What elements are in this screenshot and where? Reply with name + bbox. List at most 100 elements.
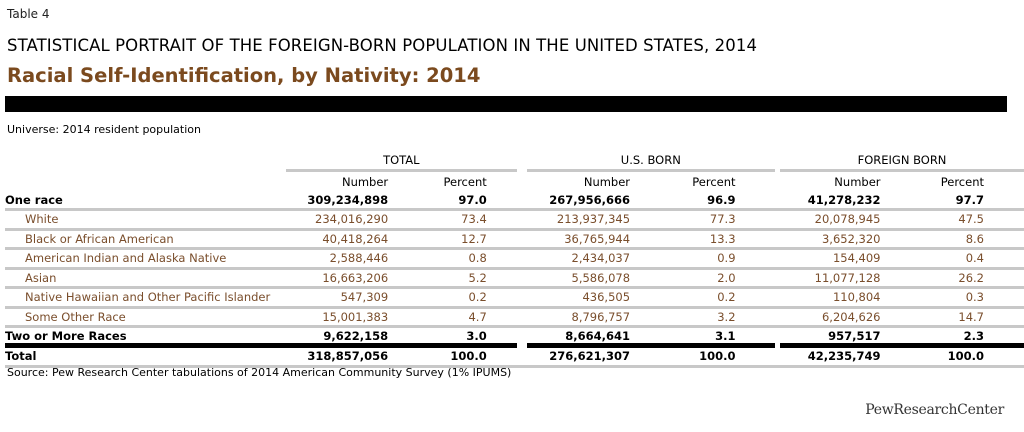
number-cell: 318,857,056 — [285, 345, 397, 368]
number-cell: 8,796,757 — [527, 307, 639, 328]
column-gap — [516, 268, 528, 289]
number-cell: 15,001,383 — [285, 307, 397, 328]
row-label: Black or African American — [5, 229, 286, 250]
col-header-number: Number — [341, 174, 389, 189]
col-header-number: Number — [834, 174, 881, 189]
group-header-foreign-born: FOREIGN BORN — [780, 151, 1024, 172]
percent-cell: 12.7 — [396, 229, 517, 250]
percent-cell: 0.9 — [638, 248, 775, 270]
percent-cell: 3.2 — [638, 307, 775, 328]
col-header-percent: Percent — [692, 174, 736, 189]
percent-cell: 0.8 — [396, 248, 517, 270]
column-gap — [774, 287, 781, 309]
table-row: One race 309,234,898 97.0 267,956,666 96.9 41… — [5, 191, 1024, 211]
row-label: Two or More Races — [5, 326, 286, 348]
column-gap — [516, 209, 528, 231]
group-header-us-born: U.S. BORN — [527, 151, 775, 172]
number-cell: 436,505 — [527, 287, 639, 309]
number-cell: 234,016,290 — [285, 209, 397, 231]
number-cell: 20,078,945 — [780, 209, 889, 231]
number-cell: 5,586,078 — [527, 268, 639, 289]
table-row: Some Other Race 15,001,383 4.7 8,796,757 3.2… — [5, 307, 1024, 328]
column-gap — [516, 287, 528, 309]
number-cell: 957,517 — [780, 326, 889, 348]
number-cell: 267,956,666 — [527, 191, 639, 211]
percent-cell: 96.9 — [638, 191, 775, 211]
number-cell: 276,621,307 — [527, 345, 639, 368]
percent-cell: 2.3 — [888, 326, 1024, 348]
percent-cell: 77.3 — [638, 209, 775, 231]
number-cell: 110,804 — [780, 287, 889, 309]
number-cell: 8,664,641 — [527, 326, 639, 348]
percent-cell: 0.2 — [638, 287, 775, 309]
table-row: Total 318,857,056 100.0 276,621,307 100.0 42,… — [5, 345, 1024, 368]
number-cell: 6,204,626 — [780, 307, 889, 328]
row-label: Some Other Race — [5, 307, 286, 328]
number-cell: 213,937,345 — [527, 209, 639, 231]
percent-cell: 0.3 — [888, 287, 1024, 309]
table-row: White 234,016,290 73.4 213,937,345 77.3 20,07… — [5, 209, 1024, 231]
column-gap — [774, 209, 781, 231]
percent-cell: 73.4 — [396, 209, 517, 231]
col-header-percent: Percent — [443, 174, 487, 189]
number-cell: 309,234,898 — [285, 191, 397, 211]
group-header-row: TOTAL U.S. BORN FOREIGN BORN — [5, 151, 1024, 172]
number-cell: 42,235,749 — [780, 345, 889, 368]
column-gap — [516, 307, 528, 328]
number-cell: 154,409 — [780, 248, 889, 270]
table-number: Table 4 — [7, 7, 50, 21]
table-row: Two or More Races 9,622,158 3.0 8,664,641 3.… — [5, 326, 1024, 348]
column-gap — [516, 326, 528, 348]
number-cell: 2,434,037 — [527, 248, 639, 270]
row-label: American Indian and Alaska Native — [5, 248, 286, 270]
column-gap — [516, 248, 528, 270]
column-gap — [774, 268, 781, 289]
percent-cell: 100.0 — [396, 345, 517, 368]
percent-cell: 26.2 — [888, 268, 1024, 289]
row-label: One race — [5, 191, 286, 211]
percent-cell: 100.0 — [638, 345, 775, 368]
pew-research-center-logo: PewResearchCenter — [865, 402, 1004, 418]
number-cell: 36,765,944 — [527, 229, 639, 250]
column-gap — [774, 307, 781, 328]
page-title: STATISTICAL PORTRAIT OF THE FOREIGN-BORN… — [7, 36, 758, 55]
number-cell: 40,418,264 — [285, 229, 397, 250]
table-subtitle: Racial Self-Identification, by Nativity:… — [7, 64, 481, 87]
row-label: White — [5, 209, 286, 231]
percent-cell: 14.7 — [888, 307, 1024, 328]
percent-cell: 4.7 — [396, 307, 517, 328]
column-gap — [774, 191, 781, 211]
number-cell: 547,309 — [285, 287, 397, 309]
col-header-number: Number — [583, 174, 631, 189]
row-label: Asian — [5, 268, 286, 289]
percent-cell: 3.1 — [638, 326, 775, 348]
title-bar-divider — [5, 96, 1007, 112]
column-gap — [774, 326, 781, 348]
percent-cell: 97.0 — [396, 191, 517, 211]
column-gap — [516, 229, 528, 250]
table-row: Native Hawaiian and Other Pacific Island… — [5, 287, 1024, 309]
percent-cell: 97.7 — [888, 191, 1024, 211]
percent-cell: 13.3 — [638, 229, 775, 250]
percent-cell: 0.2 — [396, 287, 517, 309]
percent-cell: 100.0 — [888, 345, 1024, 368]
row-label: Native Hawaiian and Other Pacific Island… — [5, 287, 286, 309]
number-cell: 41,278,232 — [780, 191, 889, 211]
universe-note: Universe: 2014 resident population — [7, 123, 201, 136]
number-cell: 2,588,446 — [285, 248, 397, 270]
table-row: American Indian and Alaska Native 2,588,4… — [5, 248, 1024, 270]
column-gap — [774, 345, 781, 368]
percent-cell: 0.4 — [888, 248, 1024, 270]
column-gap — [516, 345, 528, 368]
source-note: Source: Pew Research Center tabulations … — [7, 366, 512, 379]
data-table: TOTAL U.S. BORN FOREIGN BORN Number Perc… — [5, 151, 1024, 368]
column-gap — [516, 191, 528, 211]
col-header-percent: Percent — [940, 174, 984, 189]
table-row: Black or African American 40,418,264 12.7 3… — [5, 229, 1024, 250]
percent-cell: 2.0 — [638, 268, 775, 289]
group-header-total: TOTAL — [285, 151, 517, 172]
row-label: Total — [5, 345, 286, 368]
number-cell: 9,622,158 — [285, 326, 397, 348]
column-gap — [774, 248, 781, 270]
table-row: Asian 16,663,206 5.2 5,586,078 2.0 11,077,128… — [5, 268, 1024, 289]
